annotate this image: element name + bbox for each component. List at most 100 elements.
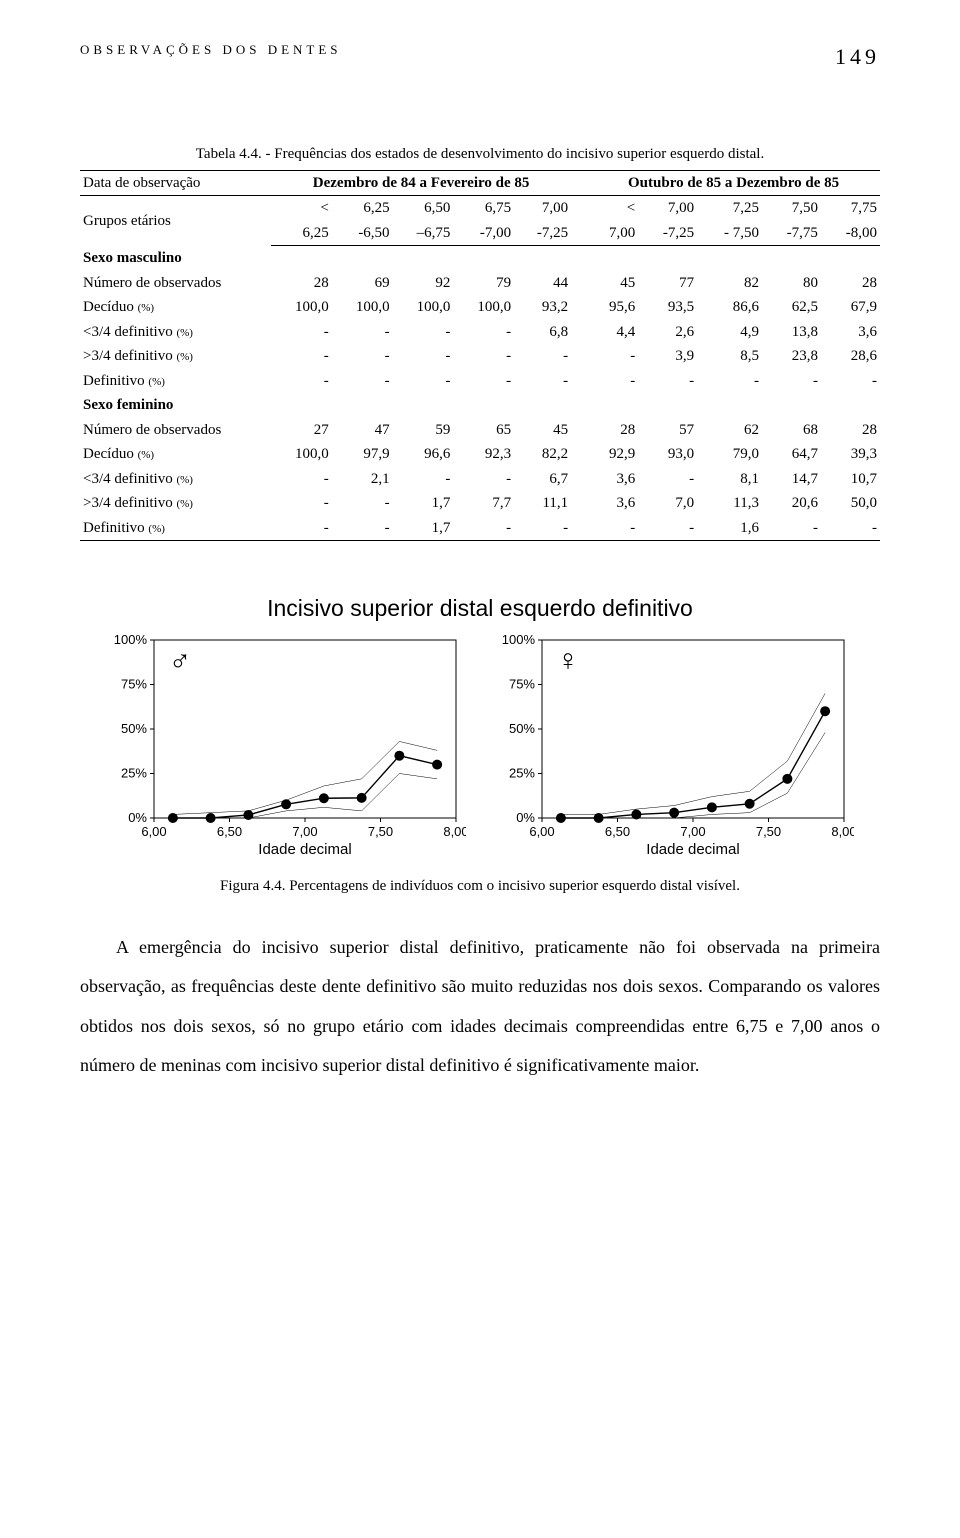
table-cell: 45 bbox=[514, 418, 571, 443]
table-cell: 100,0 bbox=[453, 295, 514, 320]
table-cell: - bbox=[638, 369, 697, 394]
table-cell: - bbox=[393, 369, 454, 394]
col-header: 7,75 bbox=[821, 196, 880, 221]
data-point bbox=[394, 750, 404, 760]
table-cell: 3,6 bbox=[587, 491, 638, 516]
table-cell: 100,0 bbox=[332, 295, 393, 320]
data-point bbox=[556, 813, 566, 823]
table-cell: - bbox=[332, 516, 393, 541]
row-label: <3/4 definitivo (%) bbox=[80, 320, 271, 345]
section-header: Sexo feminino bbox=[80, 393, 880, 418]
table-cell: 82,2 bbox=[514, 442, 571, 467]
col-header: 7,25 bbox=[697, 196, 762, 221]
table-cell: 45 bbox=[587, 271, 638, 296]
chart-male: 0%25%50%75%100%6,006,507,007,508,00Idade… bbox=[106, 630, 466, 868]
col-header: 6,25 bbox=[271, 221, 332, 246]
chart-title: Incisivo superior distal esquerdo defini… bbox=[80, 591, 880, 626]
data-point bbox=[631, 809, 641, 819]
y-tick-label: 25% bbox=[121, 765, 147, 780]
table-cell: 80 bbox=[762, 271, 821, 296]
table-cell: 10,7 bbox=[821, 467, 880, 492]
running-head-title: OBSERVAÇÕES DOS DENTES bbox=[80, 42, 342, 57]
row-label: Decíduo (%) bbox=[80, 442, 271, 467]
running-head: OBSERVAÇÕES DOS DENTES 149 bbox=[80, 40, 880, 73]
row-label-observation: Data de observação bbox=[80, 170, 271, 196]
data-point bbox=[206, 813, 216, 823]
table-cell: 100,0 bbox=[271, 295, 332, 320]
table-cell: 1,7 bbox=[393, 491, 454, 516]
table-cell: 3,9 bbox=[638, 344, 697, 369]
table-cell: 100,0 bbox=[393, 295, 454, 320]
table-cell: - bbox=[271, 467, 332, 492]
table-cell: 50,0 bbox=[821, 491, 880, 516]
table-cell: 57 bbox=[638, 418, 697, 443]
chart-female: 0%25%50%75%100%6,006,507,007,508,00Idade… bbox=[494, 630, 854, 868]
col-header: -7,75 bbox=[762, 221, 821, 246]
table-cell: 93,5 bbox=[638, 295, 697, 320]
y-tick-label: 100% bbox=[502, 632, 536, 647]
table-cell: - bbox=[638, 516, 697, 541]
x-tick-label: 7,00 bbox=[292, 824, 317, 839]
col-header: -6,50 bbox=[332, 221, 393, 246]
table-cell: 4,4 bbox=[587, 320, 638, 345]
x-axis-label: Idade decimal bbox=[258, 841, 351, 858]
table-cell: 2,6 bbox=[638, 320, 697, 345]
table-cell: 93,2 bbox=[514, 295, 571, 320]
table-cell: 28 bbox=[587, 418, 638, 443]
col-header: 6,25 bbox=[332, 196, 393, 221]
table-cell: 11,3 bbox=[697, 491, 762, 516]
col-header: < bbox=[271, 196, 332, 221]
col-header: < bbox=[587, 196, 638, 221]
table-cell: - bbox=[821, 516, 880, 541]
row-label: Número de observados bbox=[80, 418, 271, 443]
section-header: Sexo masculino bbox=[80, 246, 880, 271]
table-cell: 68 bbox=[762, 418, 821, 443]
table-cell: - bbox=[514, 369, 571, 394]
gender-icon: ♀ bbox=[557, 644, 580, 677]
data-point bbox=[243, 809, 253, 819]
table-cell: 28,6 bbox=[821, 344, 880, 369]
table-cell: - bbox=[332, 320, 393, 345]
table-cell: - bbox=[453, 320, 514, 345]
table-cell: 65 bbox=[453, 418, 514, 443]
period-1-header: Dezembro de 84 a Fevereiro de 85 bbox=[271, 170, 571, 196]
data-point bbox=[168, 813, 178, 823]
y-tick-label: 100% bbox=[114, 632, 148, 647]
table-cell: - bbox=[453, 344, 514, 369]
table-cell: - bbox=[271, 516, 332, 541]
y-tick-label: 0% bbox=[516, 810, 535, 825]
group-label: Grupos etários bbox=[80, 196, 271, 246]
table-cell: - bbox=[587, 369, 638, 394]
table-cell: - bbox=[453, 369, 514, 394]
col-header: 6,50 bbox=[393, 196, 454, 221]
x-tick-label: 7,50 bbox=[756, 824, 781, 839]
table-cell: 77 bbox=[638, 271, 697, 296]
table-cell: - bbox=[271, 320, 332, 345]
table-cell: 28 bbox=[271, 271, 332, 296]
table-cell: - bbox=[514, 516, 571, 541]
table-cell: 59 bbox=[393, 418, 454, 443]
body-paragraph: A emergência do incisivo superior distal… bbox=[80, 928, 880, 1086]
table-cell: 8,5 bbox=[697, 344, 762, 369]
table-cell: 39,3 bbox=[821, 442, 880, 467]
table-caption: Tabela 4.4. - Frequências dos estados de… bbox=[80, 143, 880, 166]
table-cell: 28 bbox=[821, 418, 880, 443]
table-cell: 6,8 bbox=[514, 320, 571, 345]
col-header: 7,00 bbox=[638, 196, 697, 221]
table-cell: 93,0 bbox=[638, 442, 697, 467]
col-header: 7,50 bbox=[762, 196, 821, 221]
table-cell: 92,9 bbox=[587, 442, 638, 467]
col-header: -7,25 bbox=[638, 221, 697, 246]
table-cell: - bbox=[762, 516, 821, 541]
table-cell: - bbox=[332, 491, 393, 516]
col-header: 6,75 bbox=[453, 196, 514, 221]
table-cell: - bbox=[332, 369, 393, 394]
table-cell: 20,6 bbox=[762, 491, 821, 516]
y-tick-label: 0% bbox=[128, 810, 147, 825]
data-point bbox=[820, 706, 830, 716]
row-label: Definitivo (%) bbox=[80, 369, 271, 394]
table-cell: 7,7 bbox=[453, 491, 514, 516]
table-cell: - bbox=[762, 369, 821, 394]
row-label: Decíduo (%) bbox=[80, 295, 271, 320]
table-cell: 92 bbox=[393, 271, 454, 296]
